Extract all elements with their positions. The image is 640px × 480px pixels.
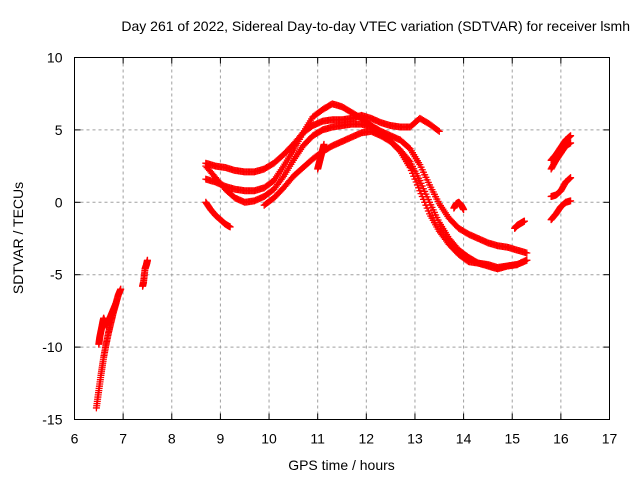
data-point [567,197,575,205]
series-arc-a2 [95,300,120,348]
data-point [435,127,443,135]
y-tick-label: 10 [47,50,63,66]
x-tick-label: 13 [407,431,423,447]
data-point [405,156,413,164]
x-tick-label: 6 [71,431,79,447]
data-point [117,285,125,293]
data-point [567,139,575,147]
chart-title: Day 261 of 2022, Sidereal Day-to-day VTE… [121,18,630,34]
x-axis-label: GPS time / hours [288,457,395,473]
series-arc-c3 [202,120,531,271]
y-tick-label: 0 [55,194,63,210]
y-tick-label: -5 [50,267,63,283]
x-tick-label: 9 [217,431,225,447]
data-point [523,256,531,264]
x-tick-label: 12 [359,431,375,447]
data-point [320,140,328,148]
x-tick-label: 11 [310,431,325,447]
data-point [226,223,234,231]
series-arc-g2 [547,139,575,173]
data-point [460,206,468,214]
y-tick-label: 5 [55,122,63,138]
x-tick-label: 16 [553,431,569,447]
x-tick-label: 17 [602,431,618,447]
series-arc-c4 [202,198,234,231]
data-point [520,217,528,225]
data-point [143,256,151,264]
series-arc-f [511,217,528,232]
x-tick-label: 14 [456,431,472,447]
series-arc-g4 [547,197,575,224]
data-marks [92,100,575,412]
data-point [278,174,286,182]
data-point [567,174,575,182]
x-tick-label: 7 [119,431,127,447]
series-arc-d [314,140,328,173]
data-point [112,300,120,308]
y-tick-label: -10 [42,339,62,355]
x-tick-label: 10 [261,431,277,447]
series-arc-a [92,285,125,412]
series-arc-c1 [202,111,443,176]
grid [74,57,610,420]
plot-frame [74,57,610,420]
data-point [523,249,531,257]
x-tick-label: 15 [504,431,520,447]
x-tick-label: 8 [168,431,176,447]
data-point [434,126,442,134]
y-tick-label: -15 [42,412,62,428]
series-arc-g3 [547,174,575,201]
series-arc-b [139,256,151,290]
axis-ticks: 6 7 8 9 10 11 12 13 14 15 16 17 10 5 0 -5 -10 -15 [42,50,617,447]
data-point [567,132,575,140]
series-arc-e [450,198,468,214]
